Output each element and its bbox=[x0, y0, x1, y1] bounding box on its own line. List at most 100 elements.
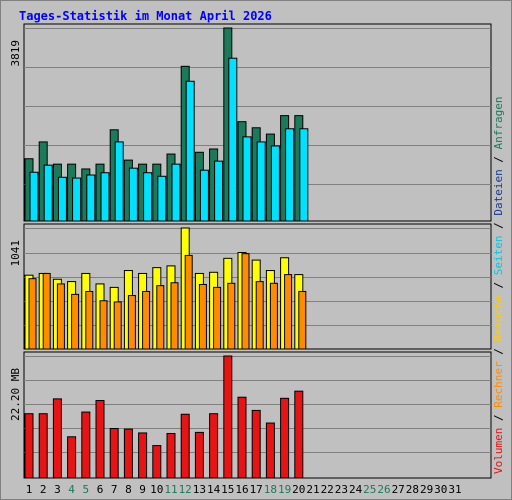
x-tick-label: 19 bbox=[278, 483, 291, 496]
x-tick-label: 10 bbox=[150, 483, 163, 496]
x-tick-label: 28 bbox=[406, 483, 419, 496]
panel-requests: 3819 bbox=[9, 23, 492, 222]
bar-volumen bbox=[95, 400, 105, 479]
x-tick-label: 11 bbox=[164, 483, 177, 496]
legend-entry: Rechner bbox=[492, 361, 505, 408]
bar-seiten bbox=[128, 167, 138, 222]
bar-rechner bbox=[99, 300, 108, 350]
chart-title: Tages-Statistik im Monat April 2026 bbox=[19, 9, 272, 23]
legend-entry: Volumen bbox=[492, 428, 505, 474]
legend-entry: / bbox=[492, 149, 505, 169]
x-tick-label: 17 bbox=[250, 483, 263, 496]
x-tick-label: 30 bbox=[434, 483, 447, 496]
legend-entry: / bbox=[492, 275, 505, 295]
bar-seiten bbox=[214, 160, 224, 222]
bar-volumen bbox=[223, 355, 233, 479]
bar-rechner bbox=[170, 282, 179, 350]
bar-rechner bbox=[198, 283, 207, 350]
bar-seiten bbox=[228, 57, 238, 222]
bar-rechner bbox=[56, 283, 65, 350]
bar-volumen bbox=[265, 422, 275, 479]
x-tick-label: 1 bbox=[26, 483, 33, 496]
bar-rechner bbox=[85, 290, 94, 350]
bar-rechner bbox=[184, 254, 193, 350]
bar-volumen bbox=[123, 428, 133, 479]
bar-volumen bbox=[109, 428, 119, 479]
x-tick-label: 23 bbox=[335, 483, 348, 496]
panel-volume: 22.20 MB bbox=[9, 351, 492, 479]
bar-volumen bbox=[209, 413, 219, 479]
bar-rechner bbox=[255, 281, 264, 350]
bar-seiten bbox=[72, 177, 82, 222]
bar-volumen bbox=[38, 413, 48, 479]
bar-rechner bbox=[71, 293, 80, 350]
bar-rechner bbox=[269, 282, 278, 350]
x-tick-label: 9 bbox=[139, 483, 146, 496]
x-tick-label: 25 bbox=[363, 483, 376, 496]
legend-entry: Dateien bbox=[492, 169, 505, 215]
x-tick-label: 7 bbox=[111, 483, 118, 496]
x-tick-label: 22 bbox=[321, 483, 334, 496]
bar-seiten bbox=[256, 141, 266, 222]
x-tick-label: 20 bbox=[292, 483, 305, 496]
bar-seiten bbox=[185, 80, 195, 222]
bar-seiten bbox=[285, 128, 295, 222]
y-axis-max-label: 22.20 MB bbox=[9, 368, 22, 421]
bar-volumen bbox=[294, 390, 304, 479]
x-tick-label: 26 bbox=[377, 483, 390, 496]
x-tick-label: 18 bbox=[264, 483, 277, 496]
bar-volumen bbox=[166, 432, 176, 479]
x-tick-label: 15 bbox=[221, 483, 234, 496]
bar-volumen bbox=[81, 411, 91, 479]
y-axis-max-label: 3819 bbox=[9, 40, 22, 67]
x-tick-label: 21 bbox=[306, 483, 319, 496]
bar-seiten bbox=[171, 163, 181, 222]
bar-seiten bbox=[43, 164, 53, 222]
bar-seiten bbox=[270, 145, 280, 222]
x-tick-label: 2 bbox=[40, 483, 47, 496]
bar-volumen bbox=[67, 436, 77, 479]
legend-entry: Seiten bbox=[492, 236, 505, 276]
legend: Volumen / Rechner / Besuche / Seiten / D… bbox=[492, 96, 505, 474]
x-tick-label: 8 bbox=[125, 483, 132, 496]
bar-seiten bbox=[242, 136, 252, 222]
bar-rechner bbox=[42, 272, 51, 350]
bar-volumen bbox=[280, 397, 290, 479]
legend-entry: / bbox=[492, 408, 505, 428]
bar-rechner bbox=[298, 290, 307, 350]
bar-rechner bbox=[213, 286, 222, 350]
bar-seiten bbox=[143, 172, 153, 222]
bar-volumen bbox=[194, 431, 204, 479]
bar-rechner bbox=[127, 295, 136, 350]
bar-rechner bbox=[241, 253, 250, 350]
legend-entry: Besuche bbox=[492, 295, 505, 341]
bar-seiten bbox=[299, 128, 309, 222]
bar-volumen bbox=[52, 398, 62, 479]
bar-seiten bbox=[57, 176, 67, 222]
x-tick-label: 29 bbox=[420, 483, 433, 496]
bar-volumen bbox=[138, 432, 148, 479]
bar-rechner bbox=[113, 301, 122, 350]
x-tick-label: 12 bbox=[179, 483, 192, 496]
x-tick-label: 4 bbox=[68, 483, 75, 496]
bar-rechner bbox=[284, 274, 293, 350]
legend-entry: Anfragen bbox=[492, 96, 505, 149]
x-tick-label: 24 bbox=[349, 483, 363, 496]
bar-volumen bbox=[24, 413, 34, 479]
x-tick-label: 3 bbox=[54, 483, 61, 496]
bar-seiten bbox=[100, 172, 110, 222]
bar-rechner bbox=[142, 290, 151, 350]
bar-seiten bbox=[157, 175, 167, 222]
panel-visits: 1041 bbox=[9, 223, 492, 350]
x-tick-label: 5 bbox=[82, 483, 89, 496]
y-axis-max-label: 1041 bbox=[9, 240, 22, 267]
x-axis-labels: 1 2 3 4 5 6 7 8 9 10 11 12 13 14 15 16 17 18 19 20 21 22 23 24 2… bbox=[26, 483, 462, 496]
x-tick-label: 31 bbox=[448, 483, 461, 496]
bar-seiten bbox=[29, 171, 39, 222]
x-tick-label: 16 bbox=[235, 483, 248, 496]
bar-rechner bbox=[156, 285, 165, 350]
bar-seiten bbox=[86, 174, 96, 222]
x-tick-label: 27 bbox=[392, 483, 405, 496]
bar-seiten bbox=[114, 141, 124, 222]
